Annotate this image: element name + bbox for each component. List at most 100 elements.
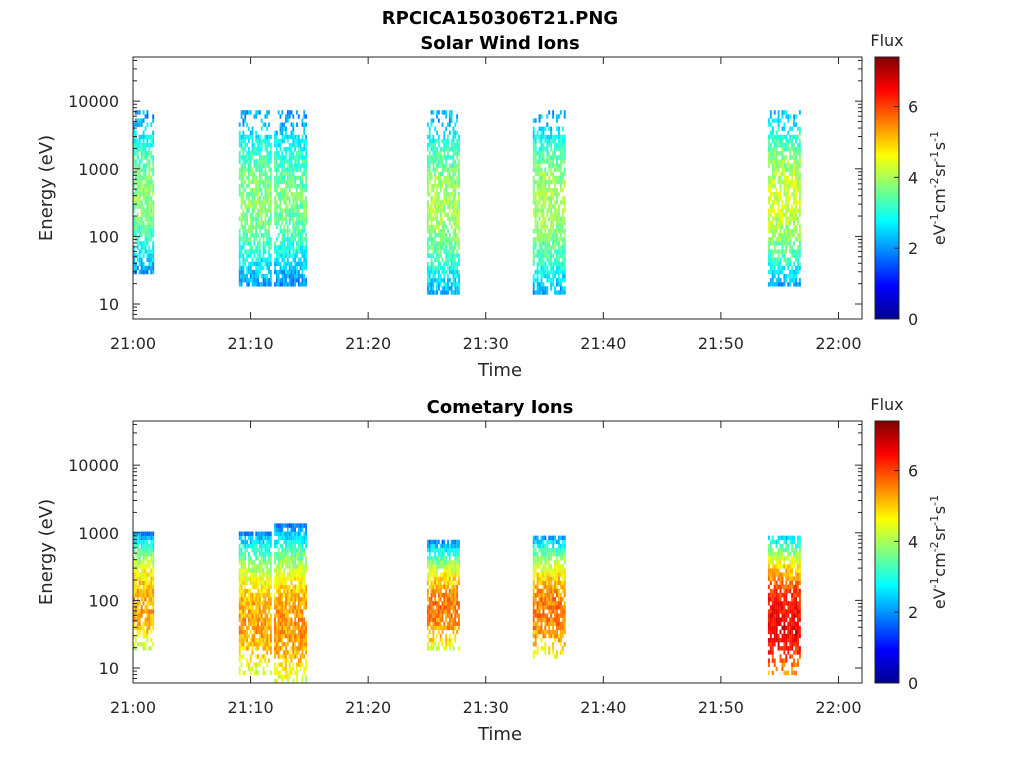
heatmap-cell bbox=[443, 233, 446, 238]
heatmap-cell bbox=[436, 175, 438, 181]
heatmap-cell bbox=[447, 265, 449, 271]
heatmap-cell bbox=[142, 138, 145, 144]
heatmap-cell bbox=[246, 237, 248, 242]
heatmap-cell bbox=[294, 527, 297, 532]
heatmap-cell bbox=[246, 249, 248, 254]
heatmap-cell bbox=[260, 637, 263, 643]
heatmap-cell bbox=[264, 241, 267, 246]
heatmap-cell bbox=[136, 188, 139, 193]
heatmap-cell bbox=[275, 609, 278, 614]
heatmap-cell bbox=[242, 637, 245, 643]
heatmap-cell bbox=[450, 642, 453, 647]
heatmap-cell bbox=[294, 159, 297, 164]
heatmap-cell bbox=[426, 237, 429, 242]
heatmap-cell bbox=[260, 142, 263, 148]
heatmap-cell bbox=[542, 155, 545, 160]
heatmap-cell bbox=[450, 580, 453, 586]
heatmap-cell bbox=[301, 523, 304, 528]
heatmap-cell bbox=[296, 588, 298, 594]
heatmap-cell bbox=[781, 110, 784, 115]
heatmap-cell bbox=[240, 560, 243, 565]
heatmap-cell bbox=[144, 126, 147, 131]
heatmap-cell bbox=[240, 662, 243, 667]
heatmap-cell bbox=[294, 220, 297, 226]
heatmap-cell bbox=[454, 572, 457, 577]
heatmap-cell bbox=[292, 547, 295, 553]
heatmap-cell bbox=[277, 167, 280, 172]
heatmap-cell bbox=[561, 216, 564, 222]
heatmap-cell bbox=[550, 138, 553, 144]
heatmap-cell bbox=[789, 241, 792, 246]
heatmap-cell bbox=[428, 560, 431, 565]
heatmap-cell bbox=[791, 126, 794, 131]
heatmap-cell bbox=[454, 269, 457, 275]
heatmap-cell bbox=[450, 584, 453, 590]
heatmap-cell bbox=[138, 118, 141, 123]
heatmap-cell bbox=[140, 147, 143, 152]
heatmap-cell bbox=[258, 560, 261, 565]
heatmap-cell bbox=[556, 241, 558, 246]
heatmap-cell bbox=[148, 552, 151, 557]
heatmap-cell bbox=[303, 216, 306, 222]
heatmap-cell bbox=[260, 204, 263, 209]
heatmap-cell bbox=[443, 273, 446, 279]
heatmap-cell bbox=[277, 580, 280, 586]
heatmap-cell bbox=[299, 147, 302, 152]
heatmap-cell bbox=[262, 200, 265, 205]
heatmap-cell bbox=[262, 597, 265, 602]
heatmap-cell bbox=[269, 212, 272, 217]
heatmap-cell bbox=[532, 633, 535, 639]
heatmap-cell bbox=[136, 621, 139, 626]
heatmap-cell bbox=[795, 138, 797, 144]
heatmap-cell bbox=[773, 241, 776, 246]
heatmap-cell bbox=[296, 613, 298, 618]
heatmap-cell bbox=[152, 576, 155, 581]
heatmap-cell bbox=[294, 633, 297, 639]
heatmap-cell bbox=[152, 605, 155, 610]
heatmap-cell bbox=[262, 171, 265, 177]
heatmap-cell bbox=[426, 183, 429, 189]
heatmap-cell bbox=[152, 556, 155, 561]
heatmap-cell bbox=[769, 249, 772, 254]
heatmap-cell bbox=[244, 228, 247, 234]
heatmap-cell bbox=[554, 188, 557, 193]
heatmap-cell bbox=[534, 208, 537, 213]
heatmap-cell bbox=[301, 625, 304, 631]
heatmap-cell bbox=[257, 568, 259, 573]
heatmap-cell bbox=[296, 196, 298, 201]
heatmap-cell bbox=[428, 621, 431, 626]
heatmap-cell bbox=[283, 601, 286, 606]
heatmap-cell bbox=[544, 159, 547, 164]
heatmap-cell bbox=[268, 588, 270, 594]
heatmap-cell bbox=[247, 625, 250, 631]
heatmap-cell bbox=[283, 241, 286, 246]
heatmap-cell bbox=[255, 547, 258, 553]
heatmap-cell bbox=[142, 629, 145, 635]
heatmap-cell bbox=[296, 584, 298, 590]
heatmap-cell bbox=[445, 192, 448, 197]
heatmap-cell bbox=[264, 204, 267, 209]
heatmap-cell bbox=[292, 625, 295, 631]
heatmap-cell bbox=[447, 592, 449, 598]
heatmap-cell bbox=[540, 188, 543, 193]
heatmap-cell bbox=[297, 228, 300, 234]
heatmap-cell bbox=[781, 224, 784, 230]
heatmap-cell bbox=[283, 167, 286, 172]
heatmap-cell bbox=[285, 114, 287, 119]
heatmap-cell bbox=[795, 265, 797, 271]
heatmap-cell bbox=[277, 654, 280, 659]
heatmap-cell bbox=[290, 147, 293, 152]
heatmap-cell bbox=[441, 539, 444, 545]
heatmap-cell bbox=[290, 167, 293, 172]
heatmap-cell bbox=[299, 282, 302, 287]
heatmap-cell bbox=[303, 654, 306, 659]
heatmap-cell bbox=[534, 597, 537, 602]
heatmap-cell bbox=[546, 286, 549, 291]
heatmap-cell bbox=[244, 637, 247, 643]
heatmap-cell bbox=[563, 159, 566, 164]
heatmap-cell bbox=[430, 233, 433, 238]
heatmap-cell bbox=[458, 228, 460, 234]
heatmap-cell bbox=[277, 629, 280, 635]
heatmap-cell bbox=[445, 212, 448, 217]
heatmap-cell bbox=[279, 543, 282, 549]
